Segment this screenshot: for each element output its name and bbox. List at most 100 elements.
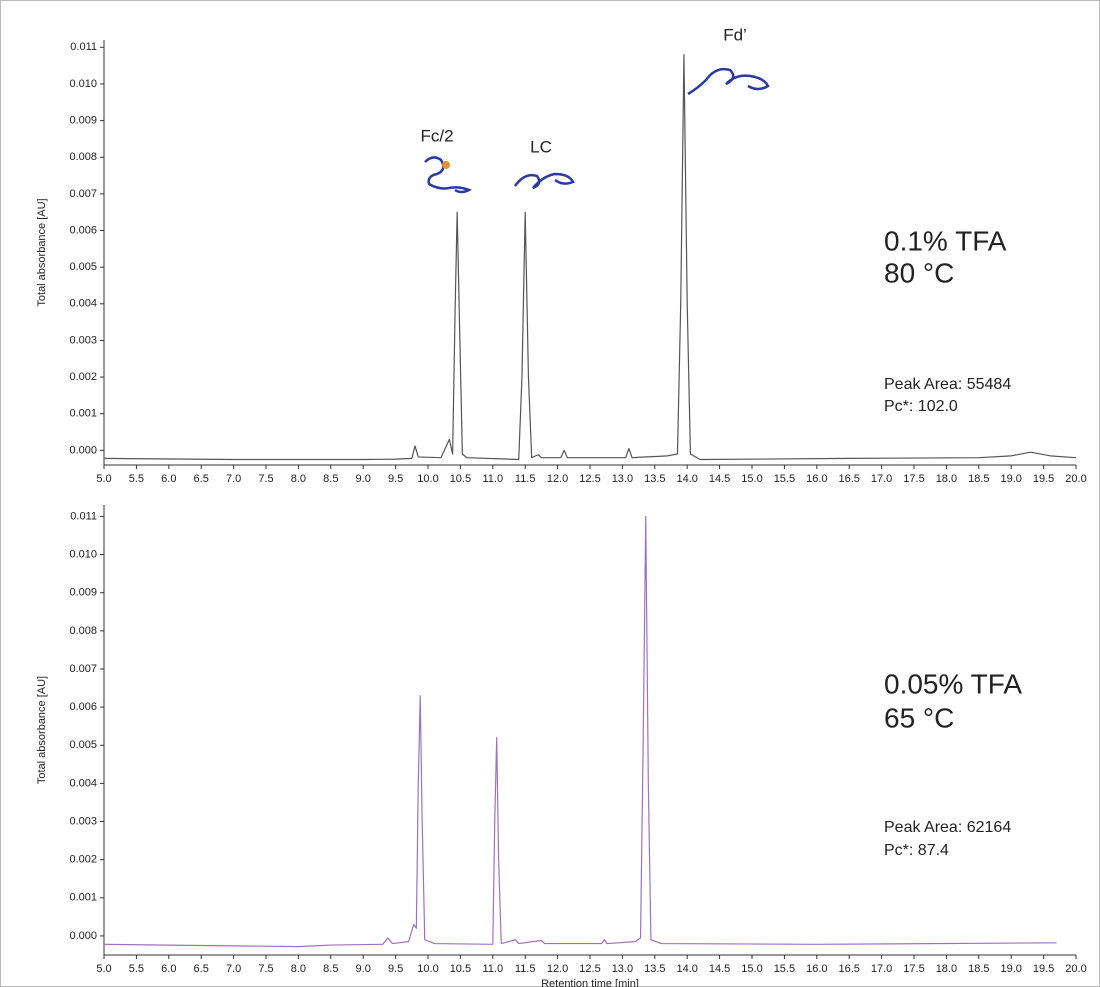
x-tick-label: 19.0 — [1000, 473, 1021, 485]
protein-lc — [513, 172, 575, 190]
y-tick-label: 0.004 — [69, 298, 97, 310]
x-tick-label: 5.5 — [129, 963, 144, 975]
x-tick-label: 17.5 — [903, 963, 924, 975]
y-tick-label: 0.003 — [69, 815, 97, 827]
annotation: 65 °C — [884, 702, 954, 733]
y-axis-label: Total absorbance [AU] — [36, 676, 48, 784]
y-tick-label: 0.000 — [69, 930, 97, 942]
x-tick-label: 9.0 — [356, 473, 371, 485]
x-tick-label: 12.0 — [547, 473, 568, 485]
x-tick-label: 16.5 — [838, 963, 859, 975]
x-tick-label: 11.5 — [515, 963, 536, 975]
y-tick-label: 0.009 — [69, 115, 97, 127]
y-tick-label: 0.002 — [69, 854, 97, 866]
x-tick-label: 6.0 — [161, 963, 176, 975]
y-tick-label: 0.011 — [70, 510, 97, 522]
x-tick-label: 11.5 — [515, 473, 536, 485]
y-tick-label: 0.010 — [69, 548, 97, 560]
x-tick-label: 7.0 — [226, 473, 241, 485]
x-tick-label: 9.0 — [356, 963, 371, 975]
x-tick-label: 11.0 — [483, 473, 504, 485]
protein-fc2 — [424, 156, 473, 194]
x-tick-label: 17.5 — [903, 473, 924, 485]
x-tick-label: 19.5 — [1033, 473, 1054, 485]
x-tick-label: 6.5 — [194, 963, 209, 975]
y-tick-label: 0.010 — [69, 78, 97, 90]
x-tick-label: 19.5 — [1033, 963, 1054, 975]
x-tick-label: 16.5 — [838, 473, 859, 485]
y-tick-label: 0.008 — [69, 151, 97, 163]
x-tick-label: 19.0 — [1000, 963, 1021, 975]
x-tick-label: 15.0 — [741, 963, 762, 975]
x-tick-label: 11.0 — [483, 963, 504, 975]
x-tick-label: 5.5 — [129, 473, 144, 485]
annotation: Peak Area: 55484 — [884, 376, 1011, 393]
trace — [103, 54, 1077, 461]
y-tick-label: 0.003 — [69, 334, 97, 346]
x-tick-label: 8.0 — [291, 473, 306, 485]
x-tick-label: 13.0 — [612, 473, 633, 485]
x-tick-label: 12.5 — [579, 473, 600, 485]
x-tick-label: 6.0 — [161, 473, 176, 485]
x-tick-label: 12.0 — [547, 963, 568, 975]
x-tick-label: 14.0 — [676, 963, 697, 975]
x-tick-label: 10.0 — [417, 963, 438, 975]
annotation: 0.1% TFA — [884, 225, 1007, 256]
y-tick-label: 0.005 — [69, 739, 97, 751]
x-tick-label: 14.5 — [709, 473, 730, 485]
x-tick-label: 14.0 — [676, 473, 697, 485]
x-tick-label: 17.0 — [871, 473, 892, 485]
x-tick-label: 9.5 — [388, 473, 403, 485]
x-tick-label: 5.0 — [96, 473, 111, 485]
y-tick-label: 0.005 — [69, 261, 97, 273]
x-axis-label: Retention time [min] — [541, 978, 639, 987]
trace — [103, 515, 1057, 948]
x-tick-label: 5.0 — [96, 963, 111, 975]
x-tick-label: 15.5 — [774, 473, 795, 485]
x-tick-label: 13.5 — [644, 473, 665, 485]
annotation: Pc*: 87.4 — [884, 842, 949, 859]
x-tick-label: 8.0 — [291, 963, 306, 975]
x-tick-label: 7.0 — [226, 963, 241, 975]
x-tick-label: 16.0 — [806, 963, 827, 975]
annotation: LC — [530, 137, 552, 156]
y-tick-label: 0.011 — [70, 41, 97, 53]
y-tick-label: 0.009 — [69, 587, 97, 599]
x-tick-label: 18.5 — [968, 963, 989, 975]
x-tick-label: 9.5 — [388, 963, 403, 975]
x-tick-label: 10.5 — [450, 963, 471, 975]
x-tick-label: 15.0 — [741, 473, 762, 485]
x-tick-label: 10.0 — [417, 473, 438, 485]
y-tick-label: 0.002 — [69, 371, 97, 383]
y-tick-label: 0.001 — [69, 408, 97, 420]
y-tick-label: 0.008 — [69, 625, 97, 637]
x-tick-label: 12.5 — [579, 963, 600, 975]
annotation: Fc/2 — [420, 126, 453, 145]
annotation: 0.05% TFA — [884, 668, 1022, 699]
x-tick-label: 18.5 — [968, 473, 989, 485]
x-tick-label: 13.0 — [612, 963, 633, 975]
x-tick-label: 10.5 — [450, 473, 471, 485]
x-tick-label: 14.5 — [709, 963, 730, 975]
x-tick-label: 7.5 — [258, 963, 273, 975]
x-tick-label: 7.5 — [258, 473, 273, 485]
y-tick-label: 0.006 — [69, 224, 97, 236]
x-tick-label: 17.0 — [871, 963, 892, 975]
protein-fd — [687, 67, 770, 96]
x-tick-label: 8.5 — [323, 963, 338, 975]
x-tick-label: 16.0 — [806, 473, 827, 485]
x-tick-label: 15.5 — [774, 963, 795, 975]
annotation: 80 °C — [884, 257, 954, 288]
y-tick-label: 0.001 — [69, 892, 97, 904]
annotation: Peak Area: 62164 — [884, 819, 1011, 836]
y-tick-label: 0.000 — [69, 444, 97, 456]
y-tick-label: 0.007 — [69, 188, 97, 200]
y-tick-label: 0.006 — [69, 701, 97, 713]
y-axis-label: Total absorbance [AU] — [36, 198, 48, 306]
y-tick-label: 0.004 — [69, 777, 97, 789]
x-tick-label: 18.0 — [936, 473, 957, 485]
annotation: Pc*: 102.0 — [884, 398, 958, 415]
x-tick-label: 13.5 — [644, 963, 665, 975]
x-tick-label: 20.0 — [1065, 963, 1086, 975]
x-tick-label: 20.0 — [1065, 473, 1086, 485]
